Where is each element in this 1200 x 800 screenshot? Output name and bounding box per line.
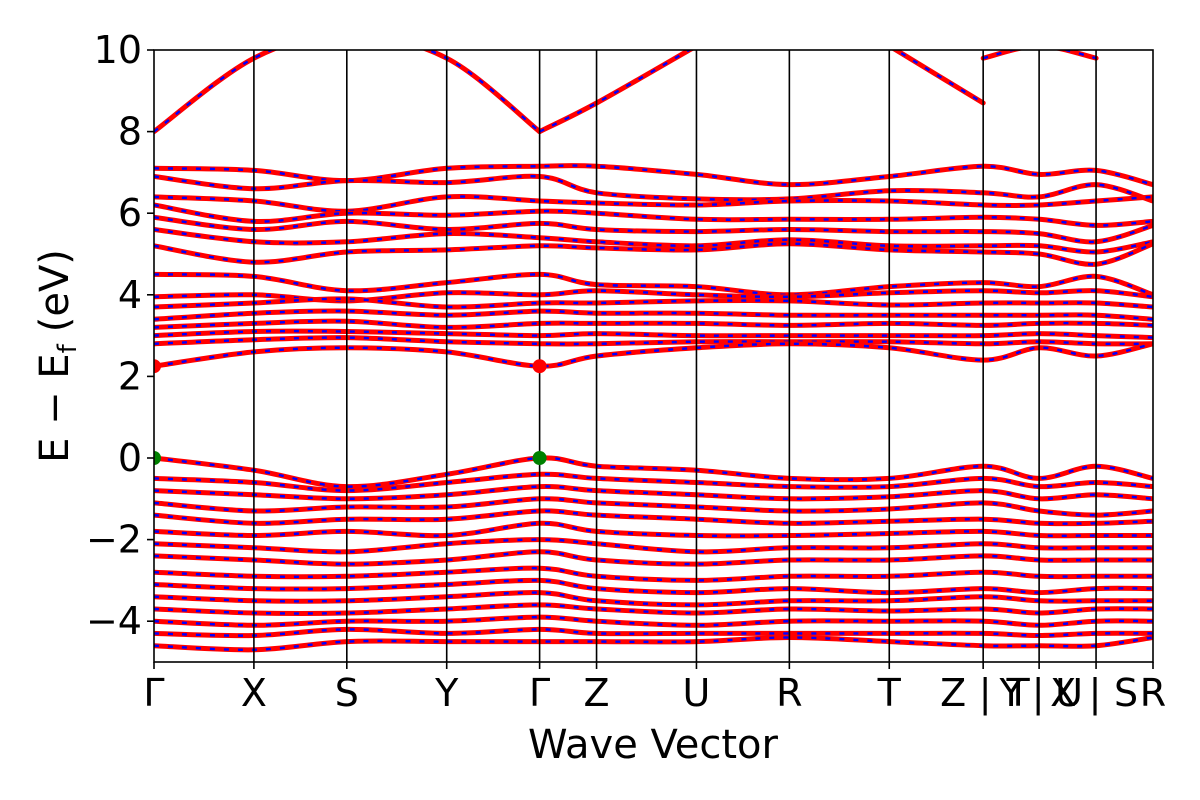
band-5-up (154, 173, 1153, 204)
band-1-up (537, 50, 695, 135)
y-tick-label-1: 8 (118, 110, 142, 154)
band-17-up (154, 335, 1153, 347)
band-13-down (154, 297, 1153, 309)
x-axis-ticks: Γ X S Y Γ Z U R T Z | YT | XU | S R (143, 662, 1166, 716)
y-tick-label-6: −2 (86, 518, 142, 562)
band-27-up (154, 565, 1153, 583)
y-axis-title-sub: f (53, 343, 83, 353)
band-14-down (154, 309, 1153, 321)
x-tick-label-18: R (1140, 671, 1166, 715)
band-28-up (154, 577, 1153, 596)
x-tick-label-4: Γ (529, 671, 550, 715)
y-tick-label-5: 0 (118, 436, 142, 480)
band-31-up (154, 614, 1153, 628)
band-14-up (154, 308, 1153, 322)
band-30-up (154, 602, 1153, 617)
y-axis-title-unit: (eV) (32, 249, 78, 332)
band-23-up (154, 508, 1153, 527)
band-18-up (154, 341, 1153, 369)
x-tick-label-13: | (1032, 671, 1045, 716)
band-6-down (154, 195, 1153, 213)
x-tick-label-11: Y (999, 671, 1024, 715)
band-29-up (154, 590, 1153, 608)
y-tick-label-4: 2 (118, 354, 142, 398)
x-tick-label-1: X (241, 671, 267, 715)
band-31-down (154, 615, 1153, 627)
band-22-up (154, 496, 1153, 518)
x-tick-label-5: Z (584, 671, 610, 715)
band-12-down (154, 289, 1153, 303)
kpoint-lines (253, 50, 1097, 662)
band-8-up (154, 214, 1153, 245)
x-tick-label-16: | (1089, 671, 1102, 716)
x-tick-label-12: T (1006, 671, 1031, 715)
vbm-marker-0 (154, 451, 161, 465)
x-tick-label-7: R (776, 671, 802, 715)
band-28-down (154, 579, 1153, 594)
band-23-down (154, 509, 1153, 525)
band-13-up (154, 296, 1153, 310)
band-2-down (893, 50, 984, 105)
band-19-up (154, 455, 1153, 490)
band-15-up (154, 318, 1153, 330)
y-tick-label-3: 4 (118, 273, 142, 317)
y-axis-title-main: E − E (32, 353, 78, 463)
x-tick-label-3: Y (434, 671, 459, 715)
x-axis-title: Wave Vector (528, 722, 779, 768)
band-33-down (154, 636, 1153, 652)
cbm-marker-1 (532, 359, 547, 374)
y-axis-ticks: 10 8 6 4 2 0 −2 −4 (86, 28, 154, 643)
x-tick-label-17: S (1114, 671, 1138, 715)
x-tick-label-6: U (683, 671, 711, 715)
band-24-up (154, 520, 1153, 539)
band-11-up (154, 271, 1153, 298)
vbm-marker-1 (532, 451, 547, 465)
band-8-down (154, 216, 1153, 244)
x-tick-label-0: Γ (143, 671, 164, 715)
extrema-markers (154, 359, 547, 465)
band-32-up (154, 626, 1153, 639)
y-tick-label-0: 10 (94, 28, 142, 72)
x-tick-label-10: | (979, 671, 992, 716)
band-16-down (154, 329, 1153, 339)
x-tick-label-2: S (335, 671, 359, 715)
band-0-up (154, 50, 543, 135)
band-7-down (154, 203, 1153, 227)
plot-frame (153, 49, 1154, 663)
band-9-down (154, 228, 1153, 254)
band-1-down (539, 50, 692, 133)
y-axis-title: E − Ef (eV) (32, 249, 83, 463)
y-tick-label-7: −4 (86, 599, 142, 643)
band-21-up (154, 484, 1153, 502)
x-tick-label-8: T (877, 671, 902, 715)
band-20-up (154, 471, 1153, 494)
x-tick-label-9: Z (940, 671, 966, 715)
x-tick-label-15: U (1055, 671, 1083, 715)
band-22-down (154, 497, 1153, 517)
band-3-down (982, 50, 1097, 60)
band-10-down (154, 242, 1153, 266)
band-33-up (154, 634, 1153, 653)
band-4-up (154, 163, 1153, 188)
band-25-up (154, 537, 1153, 555)
band-26-up (154, 549, 1153, 567)
band-24-down (154, 522, 1153, 538)
y-tick-label-2: 6 (118, 191, 142, 235)
cbm-marker-0 (154, 359, 161, 374)
band-lines (154, 50, 1153, 653)
x-tick-label-14: X (1050, 671, 1076, 715)
